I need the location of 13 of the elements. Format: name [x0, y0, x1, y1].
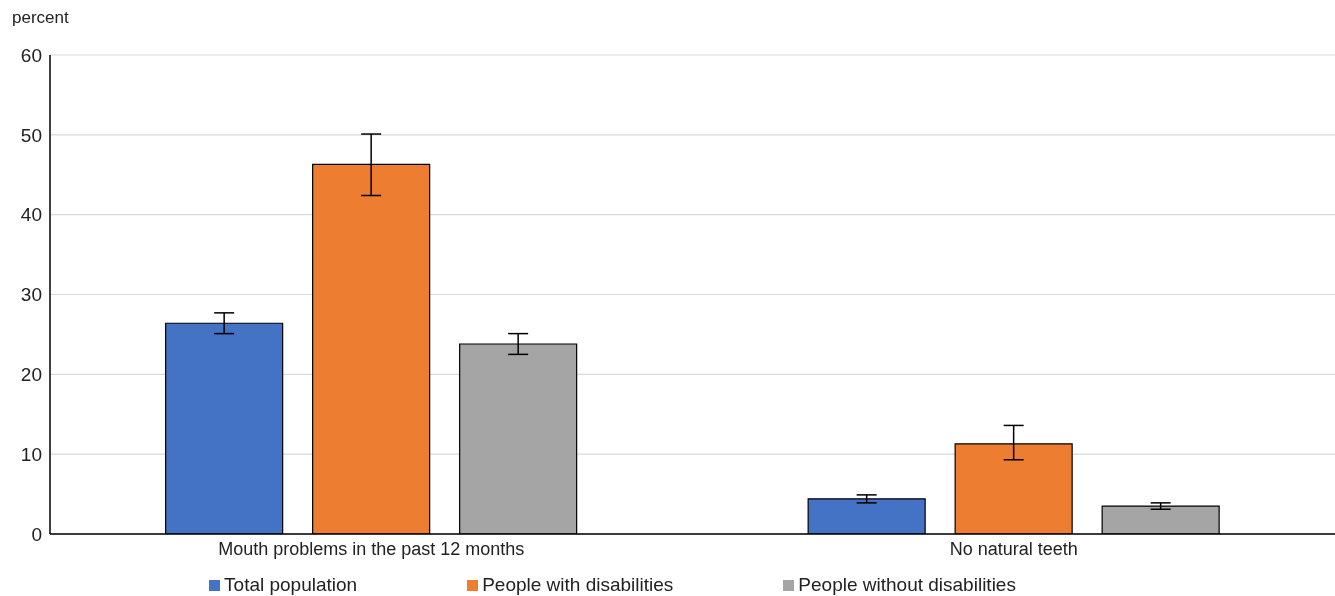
y-axis-title: percent [12, 8, 69, 28]
x-tick-label: No natural teeth [949, 538, 1078, 559]
legend-label: People with disabilities [482, 574, 674, 595]
x-tick-label: Mouth problems in the past 12 months [218, 538, 525, 559]
y-tick-label: 60 [20, 44, 42, 66]
y-tick-label: 50 [20, 124, 42, 146]
legend-label: Total population [224, 574, 358, 595]
y-tick-label: 10 [20, 443, 42, 465]
y-tick-label: 20 [20, 364, 42, 386]
y-tick-label: 40 [20, 204, 42, 226]
legend-label: People without disabilities [798, 574, 1016, 595]
y-tick-label: 30 [20, 284, 42, 306]
y-tick-label: 0 [31, 523, 42, 545]
